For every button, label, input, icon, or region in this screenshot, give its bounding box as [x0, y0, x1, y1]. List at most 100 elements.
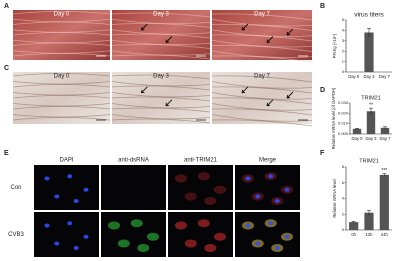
bar: [364, 32, 374, 72]
micrograph: [13, 72, 110, 124]
tissue-fiber: [111, 33, 211, 39]
x-tick-label: 0h: [351, 232, 356, 237]
tissue-fiber: [211, 75, 313, 83]
y-tick-label: 0: [342, 227, 345, 232]
bar: [349, 222, 359, 230]
tissue-fiber: [12, 95, 111, 99]
cell: [44, 176, 50, 181]
y-tick-label: 2: [342, 211, 345, 216]
nucleus: [268, 174, 274, 179]
tissue-fiber: [12, 11, 111, 15]
tissue-fiber: [111, 74, 211, 80]
significance: **: [369, 102, 373, 108]
tissue-fiber: [12, 21, 111, 25]
y-tick-label: 0.020: [338, 110, 349, 115]
image-label: Day 7: [254, 12, 270, 18]
tissue-fiber: [111, 92, 211, 98]
y-tick-label: 0.030: [338, 100, 349, 105]
nucleus: [255, 194, 261, 199]
cell: [204, 244, 217, 252]
cell: [54, 194, 60, 199]
arrow: [286, 91, 294, 99]
row-label: CVB3: [8, 232, 24, 238]
tissue-fiber: [12, 73, 111, 77]
y-axis-label: Relative mRNA level (of GAPDH): [331, 87, 336, 149]
x-tick-label: Day 3: [366, 136, 378, 141]
y-tick-label: 4: [342, 27, 345, 32]
cell: [83, 234, 89, 239]
cell: [197, 219, 210, 228]
x-tick-label: 12h: [366, 232, 374, 237]
cell: [67, 221, 73, 226]
image-label: Day 3: [153, 74, 169, 80]
arrow: [241, 86, 249, 94]
panel-label: B: [320, 3, 325, 10]
nucleus: [268, 221, 274, 226]
nucleus: [274, 199, 280, 203]
tissue-fiber: [211, 108, 313, 116]
cell: [73, 199, 79, 203]
x-tick-label: Day 7: [380, 136, 392, 141]
tissue-fiber: [211, 34, 313, 42]
cell: [184, 239, 197, 248]
fluorescence-image: [101, 165, 166, 210]
column-header: Merge: [259, 158, 277, 164]
arrow: [286, 28, 294, 36]
cell: [67, 174, 73, 179]
tissue-fiber: [211, 13, 313, 21]
x-tick-label: 24h: [381, 232, 389, 237]
cell: [117, 239, 130, 248]
x-tick-label: Day 0: [352, 136, 364, 141]
row-label: Con: [10, 185, 21, 191]
cell: [83, 187, 89, 192]
bar: [379, 174, 389, 230]
image-label: Day 7: [254, 74, 270, 80]
column-header: DAPI: [59, 158, 73, 164]
cell: [197, 172, 210, 181]
y-tick-label: 4: [342, 196, 345, 201]
micrograph: [112, 10, 210, 60]
cell: [130, 219, 143, 228]
tissue-fiber: [12, 81, 111, 85]
nucleus: [245, 176, 251, 181]
x-tick-label: Day 0: [348, 74, 360, 79]
nucleus: [255, 241, 261, 246]
arrow: [241, 23, 249, 31]
tissue-fiber: [211, 97, 313, 105]
cell: [108, 221, 120, 230]
chart-title: TRIM21: [361, 95, 381, 101]
column-header: anti-dsRNA: [118, 158, 149, 164]
panel-label: E: [4, 150, 9, 157]
arrow: [140, 23, 148, 31]
tissue-fiber: [12, 32, 111, 36]
y-tick-label: 3: [342, 38, 345, 43]
y-tick-label: 6: [342, 180, 345, 185]
tissue-fiber: [111, 23, 211, 28]
cell: [175, 221, 187, 230]
cell: [204, 197, 217, 205]
nucleus: [274, 246, 280, 250]
fluorescence-image: [168, 165, 233, 210]
tissue-fiber: [111, 118, 211, 124]
micrograph: [112, 72, 210, 124]
micrograph: [13, 10, 110, 60]
tissue-fiber: [211, 119, 313, 127]
bar: [380, 127, 390, 134]
tissue-fiber: [111, 114, 211, 120]
tissue-fiber: [12, 117, 111, 121]
chart-title: TRIM21: [359, 158, 379, 164]
cell: [73, 246, 79, 250]
arrow: [266, 36, 274, 43]
cell: [137, 244, 150, 252]
chart-title: virus titers: [354, 12, 384, 19]
tissue-fiber: [111, 54, 211, 60]
bar: [366, 111, 376, 134]
tissue-fiber: [111, 107, 211, 113]
cell: [147, 232, 159, 241]
panel-label: C: [4, 65, 9, 72]
tissue-fiber: [12, 114, 111, 118]
fluorescence-image: [34, 212, 99, 257]
cell: [175, 174, 187, 183]
nucleus: [245, 223, 251, 228]
